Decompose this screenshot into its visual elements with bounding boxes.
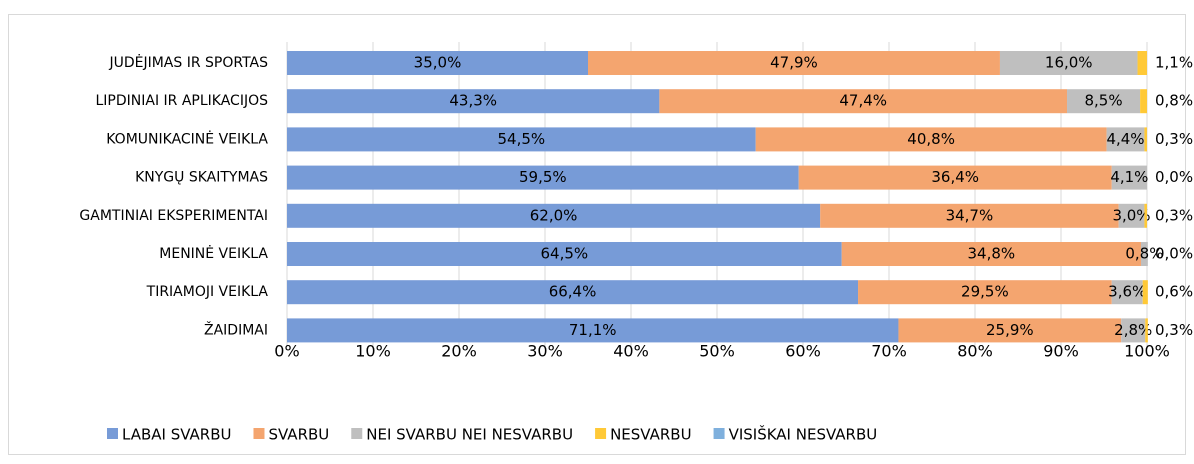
data-label: 0,3%: [1155, 206, 1193, 224]
category-label: TIRIAMOJI VEIKLA: [146, 284, 269, 300]
bar-segment: [287, 280, 859, 305]
data-label: 0,0%: [1155, 245, 1193, 263]
bar-segment: [820, 203, 1119, 228]
data-label: 40,8%: [907, 130, 955, 148]
bar-segment: [588, 51, 1000, 75]
x-tick-label: 80%: [957, 342, 993, 361]
x-tick-label: 90%: [1043, 342, 1079, 361]
data-label: 47,9%: [770, 54, 818, 72]
data-label: 59,5%: [519, 168, 567, 186]
data-label: 35,0%: [414, 54, 462, 72]
bar-segment: [1140, 89, 1147, 114]
legend-label: SVARBU: [268, 426, 329, 444]
legend-swatch: [595, 428, 607, 439]
data-label: 0,8%: [1125, 245, 1163, 263]
bar-segment: [1144, 127, 1147, 152]
chart-border: [8, 14, 1186, 455]
legend-swatch: [253, 428, 265, 439]
bar-segment: [1067, 89, 1141, 114]
bar-segment: [1140, 242, 1148, 266]
bar-segment: [287, 242, 842, 266]
bar-segment: [287, 89, 660, 114]
data-label: 62,0%: [530, 206, 578, 224]
bar-segment: [659, 89, 1068, 114]
data-label: 0,3%: [1155, 321, 1193, 339]
x-tick-label: 50%: [699, 342, 735, 361]
category-label: KOMUNIKACINĖ VEIKLA: [106, 129, 268, 147]
data-label: 4,4%: [1106, 130, 1144, 148]
data-label: 36,4%: [931, 168, 979, 186]
data-label: 1,1%: [1155, 54, 1193, 72]
x-tick-label: 0%: [274, 342, 299, 361]
legend-swatch: [107, 428, 118, 439]
legend-swatch: [351, 428, 363, 439]
data-label: 3,0%: [1112, 206, 1150, 224]
data-label: 34,8%: [968, 245, 1016, 263]
x-tick-label: 40%: [613, 342, 649, 361]
data-label: 71,1%: [569, 321, 617, 339]
bar-segment: [1121, 318, 1146, 343]
data-label: 34,7%: [946, 206, 994, 224]
bar-segment: [755, 127, 1107, 152]
bar-segment: [1111, 280, 1143, 305]
data-label: 64,5%: [541, 245, 589, 263]
data-label: 16,0%: [1045, 54, 1093, 72]
bar-segment: [287, 51, 588, 75]
x-tick-label: 10%: [355, 342, 391, 361]
bar-segment: [287, 318, 899, 343]
category-label: GAMTINIAI EKSPERIMENTAI: [79, 208, 268, 224]
bar-segment: [287, 203, 821, 228]
data-label: 0,8%: [1155, 92, 1193, 110]
bar-segment: [858, 280, 1112, 305]
category-label: LIPDINIAI IR APLIKACIJOS: [96, 93, 269, 109]
data-label: 43,3%: [449, 92, 497, 110]
data-label: 54,5%: [498, 130, 546, 148]
category-label: MENINĖ VEIKLA: [159, 244, 268, 262]
data-label: 3,6%: [1108, 283, 1146, 301]
bar-segment: [1137, 51, 1147, 75]
data-label: 8,5%: [1085, 92, 1123, 110]
bar-segment: [841, 242, 1141, 266]
data-label: 0,3%: [1155, 130, 1193, 148]
bar-segment: [1111, 165, 1147, 190]
legend-label: NESVARBU: [610, 426, 691, 444]
category-label: JUDĖJIMAS IR SPORTAS: [108, 53, 268, 71]
data-label: 66,4%: [549, 283, 597, 301]
x-tick-label: 20%: [441, 342, 477, 361]
data-label: 25,9%: [986, 321, 1034, 339]
category-label: KNYGŲ SKAITYMAS: [135, 170, 268, 186]
bar-segment: [1145, 318, 1148, 343]
data-label: 0,6%: [1155, 283, 1193, 301]
legend-label: VISIŠKAI NESVARBU: [729, 425, 878, 444]
x-tick-label: 100%: [1124, 342, 1170, 361]
bar-segment: [287, 165, 799, 190]
bar-segment: [1142, 280, 1148, 305]
bar-segment: [1144, 203, 1147, 228]
bar-segment: [287, 127, 756, 152]
x-tick-label: 30%: [527, 342, 563, 361]
bar-segment: [798, 165, 1112, 190]
legend-label: NEI SVARBU NEI NESVARBU: [366, 426, 573, 444]
bar-segment: [1118, 203, 1145, 228]
legend-swatch: [713, 428, 725, 439]
data-label: 0,0%: [1155, 168, 1193, 186]
data-label: 2,8%: [1114, 321, 1152, 339]
data-label: 4,1%: [1110, 168, 1148, 186]
bar-segment: [898, 318, 1122, 343]
data-label: 47,4%: [839, 92, 887, 110]
bar-segment: [1106, 127, 1145, 152]
legend-label: LABAI SVARBU: [122, 426, 231, 444]
x-tick-label: 70%: [871, 342, 907, 361]
data-label: 29,5%: [961, 283, 1009, 301]
bar-segment: [999, 51, 1138, 75]
x-tick-label: 60%: [785, 342, 821, 361]
category-label: ŽAIDIMAI: [204, 320, 268, 338]
